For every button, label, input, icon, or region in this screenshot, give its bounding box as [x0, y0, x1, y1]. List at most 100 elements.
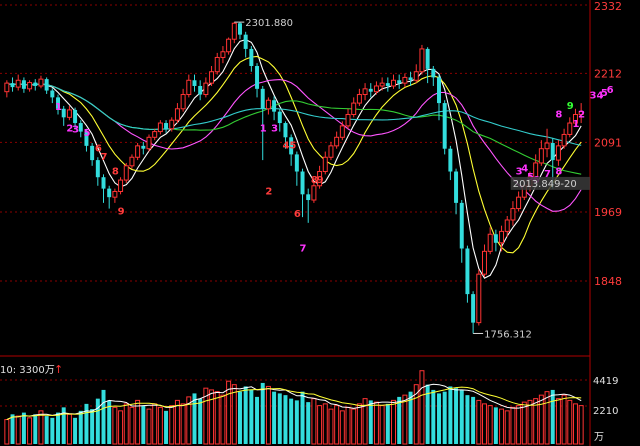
candle [561, 128, 567, 149]
candle-body [510, 208, 516, 221]
sequence-count-label: 2 [265, 186, 272, 197]
candle-body [516, 196, 522, 210]
candles [4, 22, 584, 334]
candle-body [44, 79, 49, 91]
candle-body [317, 171, 323, 187]
candle [164, 120, 169, 133]
candle [454, 168, 459, 215]
volume-bar [397, 396, 402, 444]
candle [294, 151, 299, 186]
candle [27, 80, 33, 92]
candle [504, 215, 510, 238]
candle-body [379, 82, 385, 87]
volume-bar [56, 412, 61, 444]
volume-bar [437, 393, 441, 444]
candle-body [50, 90, 55, 98]
volume-bar [203, 387, 209, 445]
low-price-label: 1756.312 [484, 329, 532, 340]
volume-bar [527, 399, 533, 445]
candle [265, 97, 271, 115]
sequence-count-label: 8 [555, 109, 562, 120]
volume-bar [164, 410, 169, 444]
candle [578, 103, 584, 124]
volume-bar [578, 405, 584, 445]
candle [4, 80, 10, 98]
candle-body [419, 48, 425, 73]
sequence-count-label: 3 [271, 124, 278, 135]
volume-bar [345, 406, 351, 445]
volume-bar [487, 405, 493, 445]
candle-body [283, 123, 288, 138]
candle [431, 66, 436, 86]
volume-unit: 万 [594, 432, 604, 443]
candle [397, 74, 402, 89]
volume-tick-4419: 4419 [593, 376, 618, 387]
volume-bar [61, 407, 66, 444]
volume-bar [255, 396, 260, 444]
volume-bar [265, 385, 271, 445]
candle [510, 201, 516, 226]
sequence-count-label: 8 [555, 166, 562, 177]
volume-bar [476, 399, 482, 445]
candle-body [289, 137, 294, 155]
volume-bar [107, 400, 112, 444]
volume-ma-line [6, 386, 582, 421]
candle [459, 200, 464, 263]
candle-body [391, 79, 397, 87]
candle-body [362, 88, 368, 96]
candle-body [550, 143, 555, 161]
candle-body [78, 123, 83, 132]
volume-bar [339, 410, 345, 445]
volume-bar [459, 389, 464, 444]
volume-bar [368, 400, 373, 444]
candle [345, 108, 351, 129]
sequence-count-label: 3 [72, 125, 79, 136]
candle [226, 37, 232, 55]
candle-body [214, 56, 220, 73]
candle [465, 245, 470, 303]
candle [249, 46, 254, 72]
candle [368, 83, 373, 98]
candle-body [231, 22, 237, 40]
volume-bar [4, 419, 10, 445]
volume-bar [226, 380, 232, 445]
volume-bar [544, 391, 550, 445]
candle [95, 157, 100, 186]
sequence-annotations: 1235678913452896734567898123456 [55, 85, 614, 255]
candle-body [237, 23, 242, 35]
candle-body [226, 38, 232, 53]
candle-body [272, 100, 277, 112]
candle-body [544, 142, 550, 150]
price-axis: 2332 2212 2091 1969 1848 [594, 0, 622, 288]
candle [198, 80, 203, 101]
candle [118, 177, 124, 195]
candle [339, 121, 345, 141]
candle [169, 117, 175, 132]
candle-body [107, 188, 112, 198]
volume-bar [442, 391, 447, 444]
candle [442, 100, 447, 155]
sequence-count-label: 6 [294, 209, 301, 220]
candle-body [123, 165, 129, 181]
candle-body [56, 97, 61, 109]
volume-bar [538, 394, 544, 445]
candle [255, 63, 260, 98]
candle-body [499, 230, 505, 244]
candle-body [437, 77, 441, 104]
candle [135, 143, 141, 161]
candle [356, 88, 362, 106]
candle [322, 151, 328, 175]
candle [487, 227, 493, 255]
high-price-label: 2301.880 [245, 18, 293, 29]
volume-bar [504, 410, 510, 445]
candle [572, 108, 578, 126]
current-price-box [510, 176, 590, 190]
volume-bar [186, 396, 192, 445]
candle [10, 77, 15, 92]
sequence-count-label: 9 [118, 206, 125, 217]
volume-bar [231, 384, 237, 445]
candle-body [129, 156, 135, 167]
candle-body [10, 83, 15, 88]
volume-bar [84, 403, 89, 444]
candle-body [38, 78, 44, 87]
